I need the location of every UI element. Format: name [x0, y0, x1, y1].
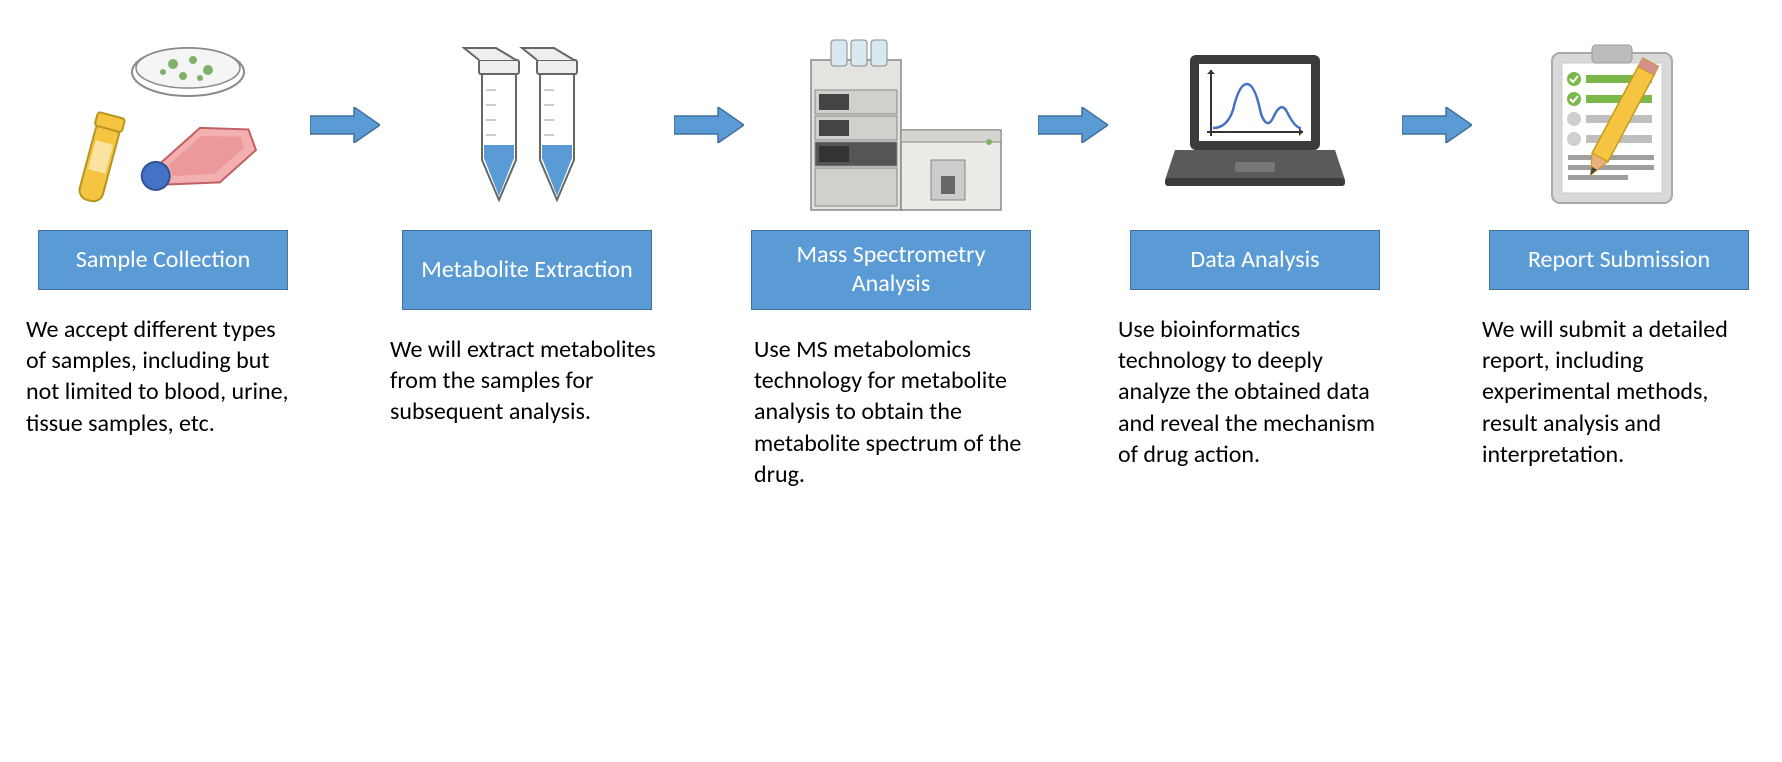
arrow-4 [1398, 20, 1476, 230]
report-submission-icon [1476, 20, 1762, 230]
arrow-1 [306, 20, 384, 230]
step-title: Mass Spectrometry Analysis [751, 230, 1031, 310]
step-description: Use MS metabolomics technology for metab… [748, 334, 1034, 490]
metabolite-extraction-icon [384, 20, 670, 230]
step-description: We will submit a detailed report, includ… [1476, 314, 1762, 470]
data-analysis-icon [1112, 20, 1398, 230]
workflow-diagram: Sample Collection We accept different ty… [20, 20, 1762, 490]
arrow-3 [1034, 20, 1112, 230]
step-metabolite-extraction: Metabolite Extraction We will extract me… [384, 20, 670, 428]
step-description: Use bioinformatics technology to deeply … [1112, 314, 1398, 470]
step-description: We will extract metabolites from the sam… [384, 334, 670, 428]
step-title: Data Analysis [1130, 230, 1380, 290]
step-report-submission: Report Submission We will submit a detai… [1476, 20, 1762, 470]
step-data-analysis: Data Analysis Use bioinformatics technol… [1112, 20, 1398, 470]
step-title: Report Submission [1489, 230, 1749, 290]
mass-spectrometry-icon [748, 20, 1034, 230]
step-description: We accept different types of samples, in… [20, 314, 306, 439]
sample-collection-icon [20, 20, 306, 230]
arrow-2 [670, 20, 748, 230]
step-sample-collection: Sample Collection We accept different ty… [20, 20, 306, 439]
step-title: Metabolite Extraction [402, 230, 652, 310]
step-title: Sample Collection [38, 230, 288, 290]
step-mass-spectrometry: Mass Spectrometry Analysis Use MS metabo… [748, 20, 1034, 490]
